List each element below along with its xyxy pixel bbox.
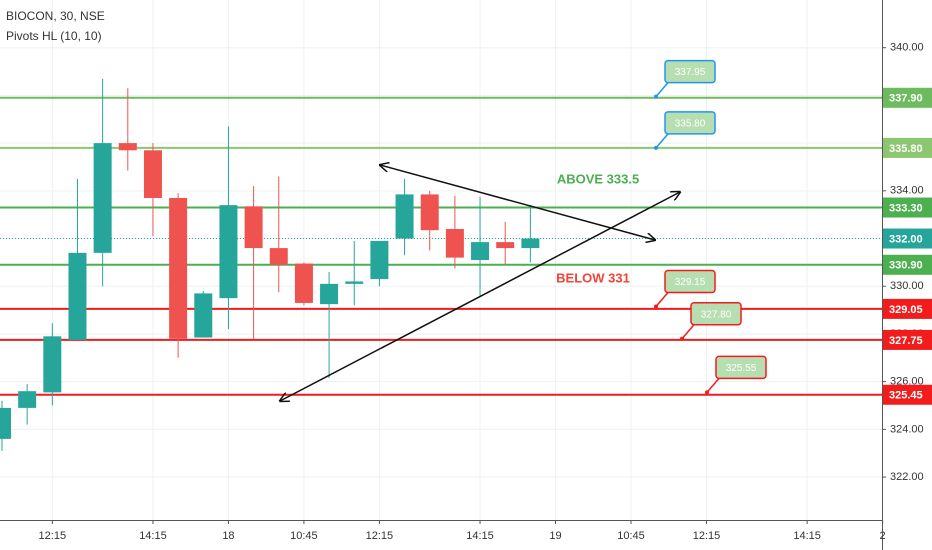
callout-point: [705, 390, 709, 395]
callout-point: [654, 94, 658, 99]
y-tick-label: 334.00: [890, 185, 924, 197]
x-tick-label: 14:15: [466, 530, 494, 542]
candle-body: [244, 206, 263, 249]
y-tick-label: 324.00: [890, 423, 924, 435]
candle-body: [294, 263, 313, 303]
level-price-box: [883, 197, 932, 218]
candle-body: [471, 242, 490, 260]
candle-body: [93, 143, 112, 253]
x-tick-label: 14:15: [793, 530, 821, 542]
chart-title: BIOCON, 30, NSE: [6, 9, 105, 23]
candle-body: [194, 293, 213, 338]
callout-pointer: [655, 292, 669, 308]
candle-body: [320, 283, 339, 305]
level-price-label: 329.05: [889, 304, 923, 316]
callout-box: [664, 59, 716, 84]
callout-point: [680, 336, 684, 341]
x-tick-label: 2: [880, 530, 886, 542]
callout-point: [654, 145, 658, 150]
y-tick-label: 322.00: [890, 471, 924, 483]
callout-pointer: [655, 82, 669, 98]
x-tick-label: 12:15: [39, 530, 67, 542]
level-price-label: 330.90: [889, 260, 923, 272]
candle-body: [143, 150, 162, 198]
current-price-box: [883, 228, 932, 249]
candle-body: [395, 194, 414, 239]
callout-box: [715, 355, 767, 380]
y-tick-label: 330.00: [890, 280, 924, 292]
candle-body: [496, 242, 515, 249]
level-price-box: [883, 329, 932, 350]
callout-box: [664, 269, 716, 294]
level-price-label: 325.45: [889, 390, 923, 402]
candle-body: [521, 238, 540, 249]
candle-body: [68, 252, 87, 340]
callout-box: [664, 111, 716, 135]
drawn-arrow: [280, 192, 680, 401]
candle-body: [420, 194, 439, 231]
callout-box: [690, 301, 742, 326]
x-tick-label: 14:15: [139, 530, 167, 542]
level-price-label: 333.30: [889, 202, 923, 214]
candle-body: [345, 281, 364, 284]
x-tick-label: 12:15: [693, 530, 721, 542]
candle-body: [0, 407, 11, 439]
level-price-label: 337.90: [889, 93, 923, 105]
level-price-box: [883, 384, 932, 405]
callout-label: 329.15: [675, 277, 706, 288]
callout-label: 325.55: [726, 363, 757, 374]
level-price-box: [883, 298, 932, 319]
x-tick-label: 10:45: [617, 530, 645, 542]
callout-pointer: [681, 324, 695, 340]
callout-label: 327.80: [701, 309, 732, 320]
candle-body: [445, 228, 464, 258]
x-tick-label: 12:15: [366, 530, 394, 542]
candle-body: [43, 336, 62, 393]
x-tick-label: 18: [222, 530, 234, 542]
callout-label: 335.80: [675, 119, 706, 130]
y-tick-label: 326.00: [890, 376, 924, 388]
level-price-label: 335.80: [889, 143, 923, 155]
level-price-box: [883, 254, 932, 275]
candle-body: [18, 391, 37, 408]
callout-pointer: [655, 133, 669, 149]
annotation: ABOVE 333.5: [557, 171, 639, 186]
candle-body: [269, 248, 288, 265]
y-tick-label: 340.00: [890, 42, 924, 54]
callout-label: 337.95: [675, 67, 706, 78]
candle-body: [118, 143, 137, 151]
level-price-label: 327.75: [889, 335, 923, 347]
x-tick-label: 19: [549, 530, 561, 542]
candle-body: [169, 197, 188, 339]
candle-body: [370, 240, 389, 280]
level-price-box: [883, 87, 932, 108]
annotation: BELOW 331: [556, 270, 630, 285]
callout-point: [654, 304, 658, 309]
candle-body: [219, 205, 238, 299]
callout-pointer: [706, 377, 720, 393]
level-price-box: [883, 137, 932, 158]
x-tick-label: 10:45: [290, 530, 318, 542]
indicator-label: Pivots HL (10, 10): [6, 29, 102, 43]
current-price-label: 332.00: [889, 233, 923, 245]
